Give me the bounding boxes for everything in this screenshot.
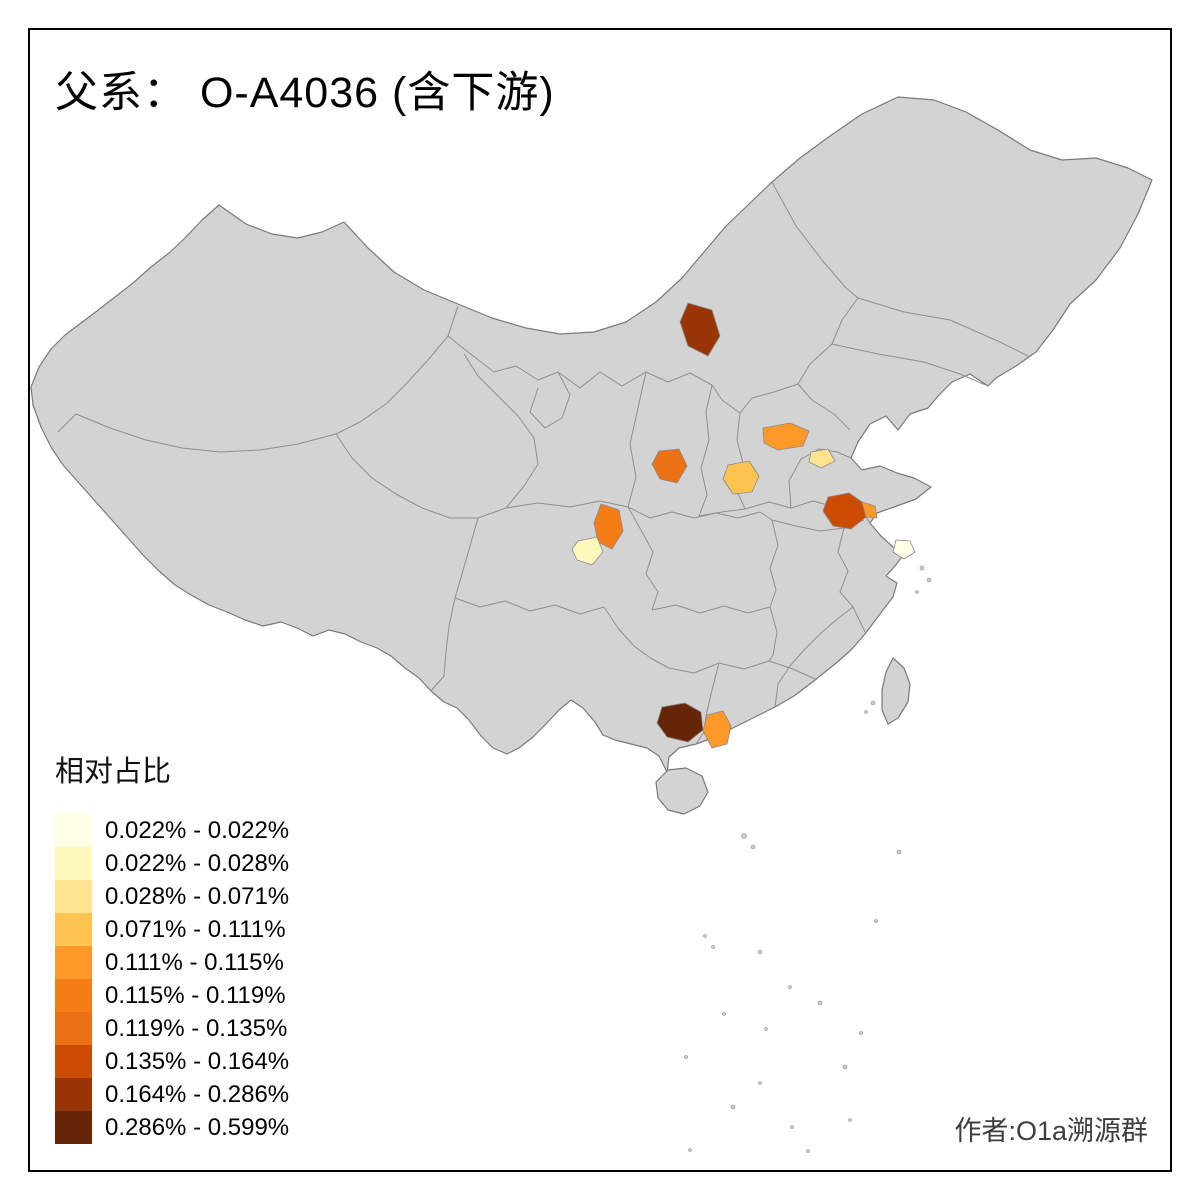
- legend-range-label: 0.164% - 0.286%: [105, 1080, 290, 1108]
- legend-row: 0.119% - 0.135%: [55, 1012, 289, 1045]
- figure-title: 父系： O-A4036 (含下游): [55, 69, 555, 117]
- legend-title: 相对占比: [55, 756, 172, 788]
- legend-row: 0.164% - 0.286%: [55, 1078, 289, 1111]
- highlighted-region: [892, 539, 916, 560]
- highlighted-region: [861, 501, 878, 519]
- highlighted-regions: [571, 302, 916, 749]
- hainan-island: [655, 767, 709, 815]
- highlighted-region: [571, 536, 604, 566]
- legend-row: 0.135% - 0.164%: [55, 1045, 289, 1078]
- legend-range-label: 0.286% - 0.599%: [105, 1113, 290, 1141]
- legend-row: 0.022% - 0.022%: [55, 814, 289, 847]
- legend-range-label: 0.119% - 0.135%: [105, 1014, 288, 1042]
- legend-row: 0.115% - 0.119%: [55, 979, 289, 1012]
- legend-range-label: 0.028% - 0.071%: [105, 882, 290, 910]
- legend-swatch: [55, 847, 92, 880]
- legend: 相对占比 0.022% - 0.022% 0.022% - 0.028% 0.028…: [55, 748, 289, 1144]
- sea-islands: [684, 565, 932, 1153]
- highlighted-region: [808, 448, 836, 469]
- legend-swatch: [55, 880, 92, 913]
- legend-row: 0.286% - 0.599%: [55, 1111, 289, 1144]
- highlighted-region: [722, 460, 760, 495]
- highlighted-region: [822, 492, 867, 530]
- legend-range-label: 0.022% - 0.022%: [105, 816, 290, 844]
- china-mainland: [30, 96, 1153, 773]
- highlighted-region: [593, 503, 624, 550]
- legend-row: 0.111% - 0.115%: [55, 946, 289, 979]
- legend-swatch: [55, 814, 92, 847]
- highlighted-region: [679, 302, 721, 357]
- legend-swatch: [55, 946, 92, 979]
- legend-range-label: 0.135% - 0.164%: [105, 1047, 290, 1075]
- legend-swatch: [55, 1111, 92, 1144]
- legend-range-label: 0.111% - 0.115%: [105, 948, 284, 976]
- legend-rows: 0.022% - 0.022% 0.022% - 0.028% 0.028% - 0…: [55, 814, 289, 1144]
- legend-swatch: [55, 1012, 92, 1045]
- legend-row: 0.022% - 0.028%: [55, 847, 289, 880]
- legend-swatch: [55, 913, 92, 946]
- legend-swatch: [55, 979, 92, 1012]
- legend-row: 0.028% - 0.071%: [55, 880, 289, 913]
- taiwan-island: [881, 657, 911, 725]
- legend-row: 0.071% - 0.111%: [55, 913, 289, 946]
- attribution: 作者:O1a溯源群: [954, 1116, 1148, 1146]
- highlighted-region: [651, 448, 688, 484]
- legend-swatch: [55, 1078, 92, 1111]
- legend-swatch: [55, 1045, 92, 1078]
- province-borders: [57, 181, 1031, 745]
- highlighted-region: [656, 702, 704, 743]
- highlighted-region: [702, 710, 732, 749]
- legend-range-label: 0.115% - 0.119%: [105, 981, 286, 1009]
- legend-range-label: 0.071% - 0.111%: [105, 915, 286, 943]
- legend-range-label: 0.022% - 0.028%: [105, 849, 290, 877]
- highlighted-region: [762, 422, 810, 451]
